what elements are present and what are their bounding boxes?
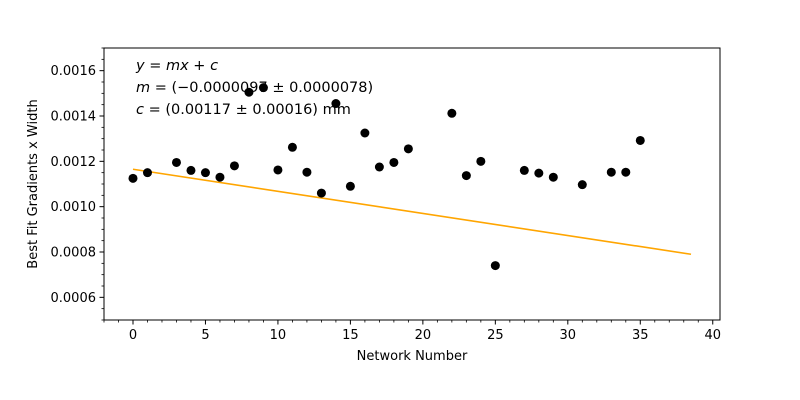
x-tick-label: 0 [129, 328, 137, 343]
data-point [403, 144, 413, 154]
annotation-c: c = (0.00117 ± 0.00016) mm [136, 102, 351, 118]
data-point [215, 172, 225, 182]
data-point [461, 171, 471, 181]
data-point [128, 173, 138, 183]
data-point [476, 156, 486, 166]
x-tick-label: 40 [704, 328, 721, 343]
x-axis-label: Network Number [357, 349, 468, 364]
data-point [142, 168, 152, 178]
data-point [606, 167, 616, 177]
x-tick-label: 5 [201, 328, 209, 343]
fit-annotation: y = mx + c m = (−0.0000097 ± 0.0000078) … [135, 58, 373, 118]
x-tick-label: 35 [632, 328, 649, 343]
data-point [621, 167, 631, 177]
data-point [635, 135, 645, 145]
data-point [519, 165, 529, 175]
y-tick-label: 0.0006 [51, 291, 97, 306]
data-point [447, 108, 457, 118]
data-point [302, 167, 312, 177]
data-point [490, 261, 500, 271]
y-tick-label: 0.0014 [51, 110, 97, 125]
data-point [577, 180, 587, 190]
data-point [331, 99, 341, 109]
data-point [273, 165, 283, 175]
data-point [374, 162, 384, 172]
data-point [287, 142, 297, 152]
data-point [534, 168, 544, 178]
x-tick-label: 20 [415, 328, 432, 343]
annotation-m: m = (−0.0000097 ± 0.0000078) [136, 80, 373, 96]
data-point [186, 165, 196, 175]
plot-area [104, 48, 720, 320]
annotation-equation: y = mx + c [135, 58, 218, 74]
y-axis-label: Best Fit Gradients x Width [26, 99, 41, 268]
y-tick-label: 0.0016 [51, 64, 97, 79]
y-tick-label: 0.0008 [51, 246, 97, 261]
data-point [171, 157, 181, 167]
x-tick-label: 15 [342, 328, 359, 343]
x-tick-label: 30 [560, 328, 577, 343]
data-point [389, 157, 399, 167]
data-point [258, 83, 268, 93]
data-point [548, 172, 558, 182]
fit-line [132, 168, 692, 256]
plot-frame [103, 47, 721, 321]
data-point [345, 181, 355, 191]
y-tick-label: 0.0010 [51, 200, 97, 215]
x-tick-label: 10 [270, 328, 287, 343]
x-tick-label: 25 [487, 328, 504, 343]
data-point [360, 128, 370, 138]
y-tick-label: 0.0012 [51, 155, 97, 170]
data-point [229, 161, 239, 171]
data-point [316, 188, 326, 198]
data-point [244, 87, 254, 97]
data-point [200, 168, 210, 178]
